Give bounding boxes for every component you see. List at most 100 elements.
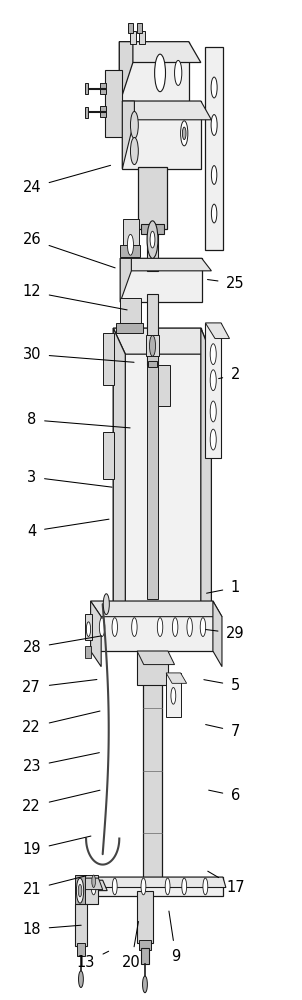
Bar [128, 23, 133, 33]
Text: 1: 1 [207, 580, 240, 595]
Circle shape [210, 401, 216, 422]
Bar [85, 107, 88, 118]
Bar [100, 106, 106, 117]
Circle shape [172, 618, 178, 636]
Text: 4: 4 [27, 519, 109, 539]
Polygon shape [78, 878, 103, 890]
Text: 22: 22 [22, 790, 100, 814]
Circle shape [132, 618, 137, 636]
Circle shape [141, 878, 146, 895]
Polygon shape [81, 877, 226, 888]
Bar [138, 167, 167, 229]
Bar [141, 948, 149, 964]
Circle shape [181, 121, 188, 146]
Text: 12: 12 [22, 284, 127, 310]
Bar [105, 70, 122, 137]
Circle shape [175, 60, 182, 85]
Bar [103, 432, 114, 479]
Text: 30: 30 [22, 347, 134, 362]
Bar [123, 219, 139, 250]
Circle shape [91, 878, 96, 895]
Circle shape [103, 594, 109, 615]
Bar [122, 101, 201, 169]
Bar [75, 904, 87, 946]
Polygon shape [122, 101, 134, 169]
Bar [81, 877, 223, 896]
Circle shape [147, 221, 158, 258]
Text: 17: 17 [208, 871, 245, 895]
Polygon shape [91, 601, 101, 667]
Circle shape [92, 875, 95, 888]
Circle shape [200, 618, 206, 636]
Bar [141, 224, 164, 234]
Text: 18: 18 [22, 922, 81, 937]
Bar [120, 258, 202, 302]
Circle shape [127, 234, 133, 255]
Bar [158, 365, 170, 406]
Circle shape [130, 137, 138, 165]
Bar [120, 245, 140, 257]
Bar [77, 943, 85, 956]
Bar [205, 323, 221, 458]
Circle shape [112, 878, 117, 895]
Text: 21: 21 [22, 876, 86, 897]
Bar [100, 83, 106, 94]
Circle shape [165, 878, 170, 895]
Text: 26: 26 [22, 232, 115, 268]
Bar [116, 323, 143, 333]
Circle shape [76, 878, 84, 903]
Bar [147, 294, 158, 365]
Polygon shape [113, 328, 125, 630]
Polygon shape [137, 651, 175, 665]
Bar [139, 940, 151, 950]
Circle shape [86, 622, 91, 636]
Bar [137, 23, 142, 33]
Circle shape [211, 166, 217, 184]
Polygon shape [113, 328, 211, 354]
Circle shape [211, 204, 217, 223]
Circle shape [210, 344, 216, 365]
Text: 5: 5 [204, 678, 240, 693]
Circle shape [143, 976, 147, 993]
Circle shape [211, 77, 217, 98]
Text: 28: 28 [22, 636, 101, 655]
Text: 9: 9 [169, 911, 180, 964]
Text: 6: 6 [209, 788, 240, 803]
Bar [91, 601, 213, 651]
Bar [166, 673, 181, 717]
Polygon shape [201, 328, 211, 630]
Circle shape [211, 115, 217, 135]
Circle shape [210, 429, 216, 450]
Polygon shape [122, 101, 211, 120]
Polygon shape [81, 880, 107, 891]
Circle shape [182, 878, 187, 895]
Circle shape [182, 127, 186, 140]
Text: 13: 13 [77, 951, 109, 970]
Bar [143, 682, 162, 880]
Bar [139, 31, 145, 44]
Polygon shape [81, 880, 223, 896]
Circle shape [130, 111, 138, 139]
Bar [85, 614, 92, 640]
Text: 22: 22 [22, 711, 100, 735]
Bar [130, 31, 136, 44]
Text: 29: 29 [206, 626, 245, 641]
Polygon shape [120, 258, 131, 302]
Circle shape [78, 884, 82, 897]
Polygon shape [100, 83, 106, 89]
Text: 7: 7 [206, 724, 240, 739]
Bar [205, 47, 223, 250]
Polygon shape [91, 601, 222, 617]
Circle shape [210, 370, 216, 391]
Polygon shape [119, 42, 201, 62]
Circle shape [149, 335, 156, 356]
Bar [148, 361, 157, 367]
Text: 25: 25 [207, 276, 245, 291]
Bar [75, 875, 85, 906]
Polygon shape [119, 42, 133, 104]
Text: 3: 3 [27, 470, 112, 487]
Bar [81, 875, 98, 898]
Circle shape [155, 54, 165, 92]
Text: 20: 20 [122, 921, 141, 970]
Circle shape [157, 618, 163, 636]
